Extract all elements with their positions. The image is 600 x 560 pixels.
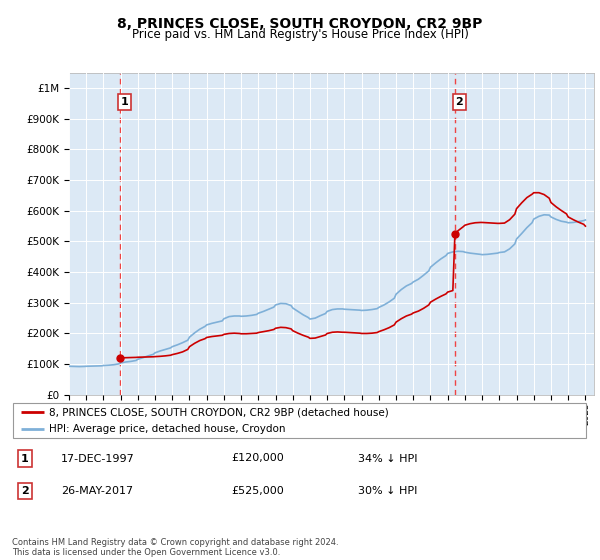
FancyBboxPatch shape: [13, 403, 586, 438]
Text: 17-DEC-1997: 17-DEC-1997: [61, 454, 135, 464]
Text: 8, PRINCES CLOSE, SOUTH CROYDON, CR2 9BP (detached house): 8, PRINCES CLOSE, SOUTH CROYDON, CR2 9BP…: [49, 407, 389, 417]
Text: Contains HM Land Registry data © Crown copyright and database right 2024.
This d: Contains HM Land Registry data © Crown c…: [12, 538, 338, 557]
Text: Price paid vs. HM Land Registry's House Price Index (HPI): Price paid vs. HM Land Registry's House …: [131, 28, 469, 41]
Text: £120,000: £120,000: [231, 454, 284, 464]
Text: HPI: Average price, detached house, Croydon: HPI: Average price, detached house, Croy…: [49, 424, 286, 434]
Text: £525,000: £525,000: [231, 486, 284, 496]
Text: 8, PRINCES CLOSE, SOUTH CROYDON, CR2 9BP: 8, PRINCES CLOSE, SOUTH CROYDON, CR2 9BP: [118, 17, 482, 31]
Text: 26-MAY-2017: 26-MAY-2017: [61, 486, 133, 496]
Text: 34% ↓ HPI: 34% ↓ HPI: [358, 454, 417, 464]
Text: 2: 2: [21, 486, 29, 496]
Text: 1: 1: [121, 97, 128, 107]
Text: 1: 1: [21, 454, 29, 464]
Text: 30% ↓ HPI: 30% ↓ HPI: [358, 486, 417, 496]
Text: 2: 2: [455, 97, 463, 107]
